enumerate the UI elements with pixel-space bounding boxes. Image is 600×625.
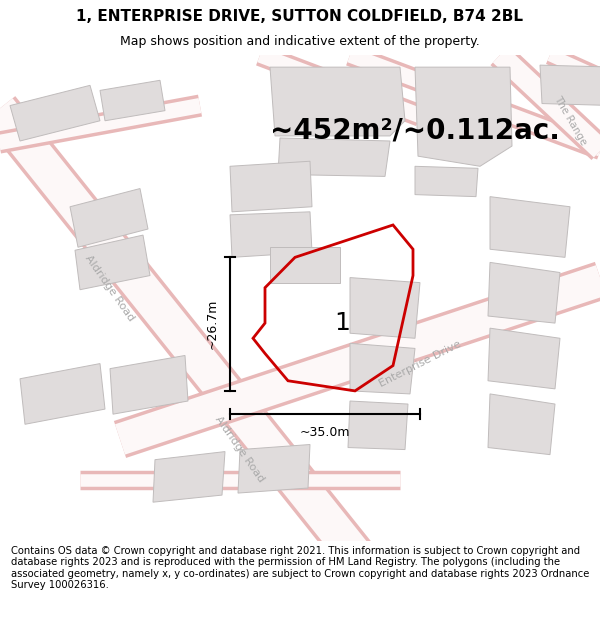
- Polygon shape: [415, 166, 478, 197]
- Polygon shape: [350, 278, 420, 338]
- Polygon shape: [488, 328, 560, 389]
- Polygon shape: [230, 161, 312, 212]
- Polygon shape: [75, 235, 150, 290]
- Polygon shape: [540, 65, 600, 106]
- Text: ~26.7m: ~26.7m: [205, 299, 218, 349]
- Text: ~35.0m: ~35.0m: [300, 426, 350, 439]
- Polygon shape: [10, 86, 100, 141]
- Polygon shape: [270, 67, 405, 136]
- Polygon shape: [348, 401, 408, 449]
- Text: Aldridge Road: Aldridge Road: [83, 253, 137, 322]
- Polygon shape: [488, 394, 555, 454]
- Polygon shape: [100, 80, 165, 121]
- Polygon shape: [415, 67, 512, 166]
- Text: Map shows position and indicative extent of the property.: Map shows position and indicative extent…: [120, 35, 480, 48]
- Text: Enterprise Drive: Enterprise Drive: [377, 339, 463, 389]
- Polygon shape: [278, 138, 390, 176]
- Polygon shape: [70, 189, 148, 248]
- Text: Aldridge Road: Aldridge Road: [214, 414, 266, 484]
- Text: 1: 1: [334, 311, 350, 336]
- Polygon shape: [488, 262, 560, 323]
- Polygon shape: [110, 356, 188, 414]
- Polygon shape: [270, 248, 340, 282]
- Text: The Range: The Range: [552, 94, 588, 148]
- Polygon shape: [490, 197, 570, 258]
- Polygon shape: [350, 343, 415, 394]
- Polygon shape: [230, 212, 312, 258]
- Text: 1, ENTERPRISE DRIVE, SUTTON COLDFIELD, B74 2BL: 1, ENTERPRISE DRIVE, SUTTON COLDFIELD, B…: [77, 9, 523, 24]
- Polygon shape: [153, 452, 225, 502]
- Polygon shape: [238, 444, 310, 493]
- Text: Contains OS data © Crown copyright and database right 2021. This information is : Contains OS data © Crown copyright and d…: [11, 546, 589, 591]
- Polygon shape: [20, 364, 105, 424]
- Text: ~452m²/~0.112ac.: ~452m²/~0.112ac.: [270, 117, 560, 145]
